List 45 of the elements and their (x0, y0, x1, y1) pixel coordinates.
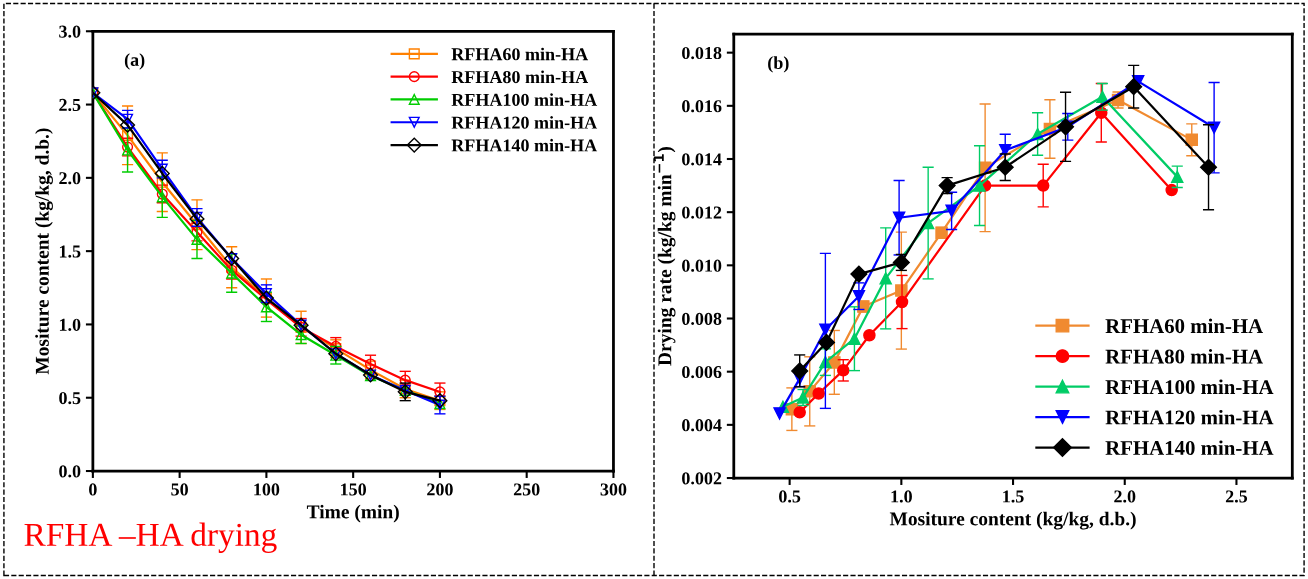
y-tick-label: 0.0 (59, 465, 81, 478)
x-tick-label: 0.5 (779, 490, 801, 503)
legend-label: RFHA100 min-HA (451, 93, 598, 106)
legend-label: RFHA120 min-HA (1105, 409, 1274, 425)
legend-label: RFHA80 min-HA (1105, 348, 1263, 364)
legend-label: RFHA100 min-HA (1105, 379, 1274, 395)
y-tick-label: 0.5 (59, 391, 81, 405)
y-axis-title: Drying rate (kg/kg min$^{−1}$) (653, 147, 676, 366)
legend-label: RFHA60 min-HA (451, 47, 589, 61)
legend-label: RFHA140 min-HA (1105, 440, 1274, 456)
x-tick-label: 300 (600, 483, 627, 496)
y-tick-label: 2.0 (59, 172, 81, 185)
y-tick-label: 2.5 (59, 98, 81, 112)
y-tick-label: 0.014 (682, 153, 722, 166)
x-tick-label: 2.5 (1225, 490, 1248, 503)
legend-label: RFHA60 min-HA (1105, 318, 1263, 334)
annotation: (a) (124, 53, 145, 70)
x-tick-label: 100 (254, 483, 280, 496)
x-tick-label: 150 (341, 483, 367, 496)
x-tick-label: 1.5 (1003, 490, 1024, 503)
y-tick-label: 0.016 (682, 100, 722, 113)
y-tick-label: 1.0 (59, 318, 81, 331)
x-axis-title: Time (min) (306, 504, 399, 523)
y-tick-label: 0.012 (682, 206, 722, 219)
y-tick-label: 0.004 (682, 419, 722, 432)
y-tick-label: 0.008 (682, 312, 722, 326)
annotation: (b) (768, 56, 789, 73)
text: RFHA –HA drying (24, 522, 277, 553)
y-tick-label: 0.006 (682, 365, 722, 379)
legend-label: RFHA140 min-HA (451, 138, 598, 152)
x-tick-label: 250 (513, 483, 540, 496)
x-axis-title: Mositure content (kg/kg, d.b.) (889, 511, 1136, 530)
y-axis-title: Mositure content (kg/kg, d.b.) (35, 128, 53, 375)
x-tick-label: 50 (171, 483, 188, 496)
y-tick-label: 1.5 (59, 245, 81, 258)
y-tick-label: 0.018 (682, 46, 722, 60)
legend-label: RFHA120 min-HA (451, 116, 598, 129)
y-tick-label: 0.010 (682, 259, 722, 272)
y-tick-label: 0.002 (682, 472, 722, 485)
y-tick-label: 3.0 (59, 25, 81, 38)
x-tick-label: 2.0 (1114, 490, 1136, 503)
x-tick-label: 1.0 (891, 490, 912, 503)
legend-label: RFHA80 min-HA (451, 70, 589, 84)
x-tick-label: 200 (427, 483, 453, 496)
x-tick-label: 0 (89, 483, 97, 496)
